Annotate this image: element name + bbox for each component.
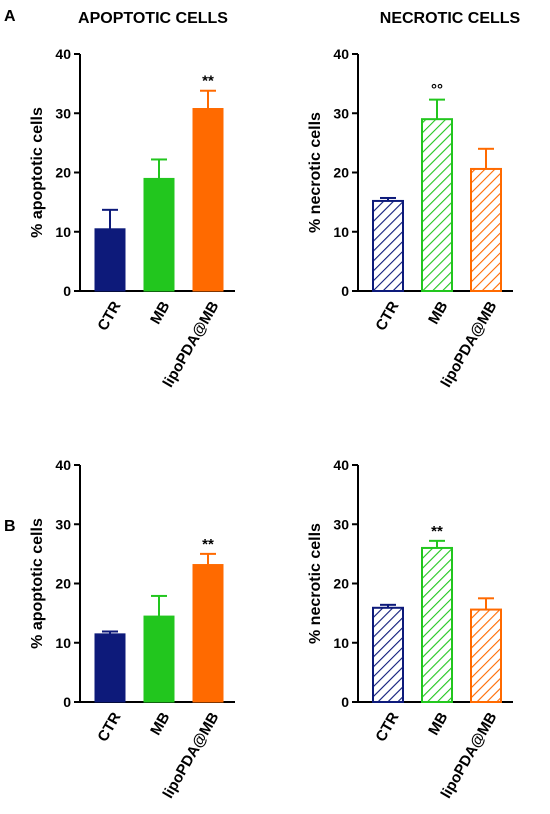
bar <box>143 615 175 703</box>
y-axis-label: % necrotic cells <box>307 523 324 644</box>
x-tick-label: CTR <box>372 709 402 744</box>
y-tick-label: 40 <box>55 457 71 473</box>
significance-label: ** <box>431 523 443 540</box>
y-tick-label: 10 <box>333 635 349 651</box>
bar <box>192 564 224 703</box>
bar <box>421 546 453 704</box>
significance-label: °° <box>431 82 443 99</box>
x-tick-label: CTR <box>94 298 124 333</box>
bar <box>94 228 126 292</box>
x-tick-label: MB <box>425 709 451 738</box>
bar <box>94 633 126 703</box>
y-tick-label: 40 <box>333 457 349 473</box>
y-tick-label: 30 <box>55 105 71 121</box>
y-tick-label: 40 <box>55 46 71 62</box>
y-tick-label: 30 <box>55 516 71 532</box>
bar <box>470 608 502 704</box>
x-tick-label: MB <box>147 298 173 327</box>
y-tick-label: 20 <box>55 576 71 592</box>
x-tick-label: MB <box>425 298 451 327</box>
bar <box>372 606 404 703</box>
y-tick-label: 10 <box>55 635 71 651</box>
significance-label: ** <box>202 536 214 553</box>
y-tick-label: 0 <box>341 694 349 710</box>
bar <box>372 199 404 292</box>
y-tick-label: 20 <box>333 165 349 181</box>
x-tick-label: MB <box>147 709 173 738</box>
y-axis-label: % necrotic cells <box>307 112 324 233</box>
bar <box>143 177 175 292</box>
significance-label: ** <box>202 73 214 90</box>
bar <box>470 167 502 293</box>
y-axis-label: % apoptotic cells <box>29 518 46 649</box>
y-tick-label: 10 <box>333 224 349 240</box>
y-tick-label: 20 <box>55 165 71 181</box>
y-axis-label: % apoptotic cells <box>29 107 46 238</box>
x-tick-label: CTR <box>94 709 124 744</box>
y-tick-label: 0 <box>341 283 349 299</box>
column-title-apoptotic: APOPTOTIC CELLS <box>78 10 228 27</box>
bar <box>192 108 224 292</box>
bar <box>421 118 453 292</box>
y-tick-label: 30 <box>333 105 349 121</box>
x-tick-label: CTR <box>372 298 402 333</box>
y-tick-label: 0 <box>63 694 71 710</box>
panel-label-b: B <box>4 518 16 535</box>
y-tick-label: 30 <box>333 516 349 532</box>
y-tick-label: 0 <box>63 283 71 299</box>
y-tick-label: 10 <box>55 224 71 240</box>
y-tick-label: 40 <box>333 46 349 62</box>
y-tick-label: 20 <box>333 576 349 592</box>
panel-label-a: A <box>4 8 16 25</box>
column-title-necrotic: NECROTIC CELLS <box>380 10 521 27</box>
